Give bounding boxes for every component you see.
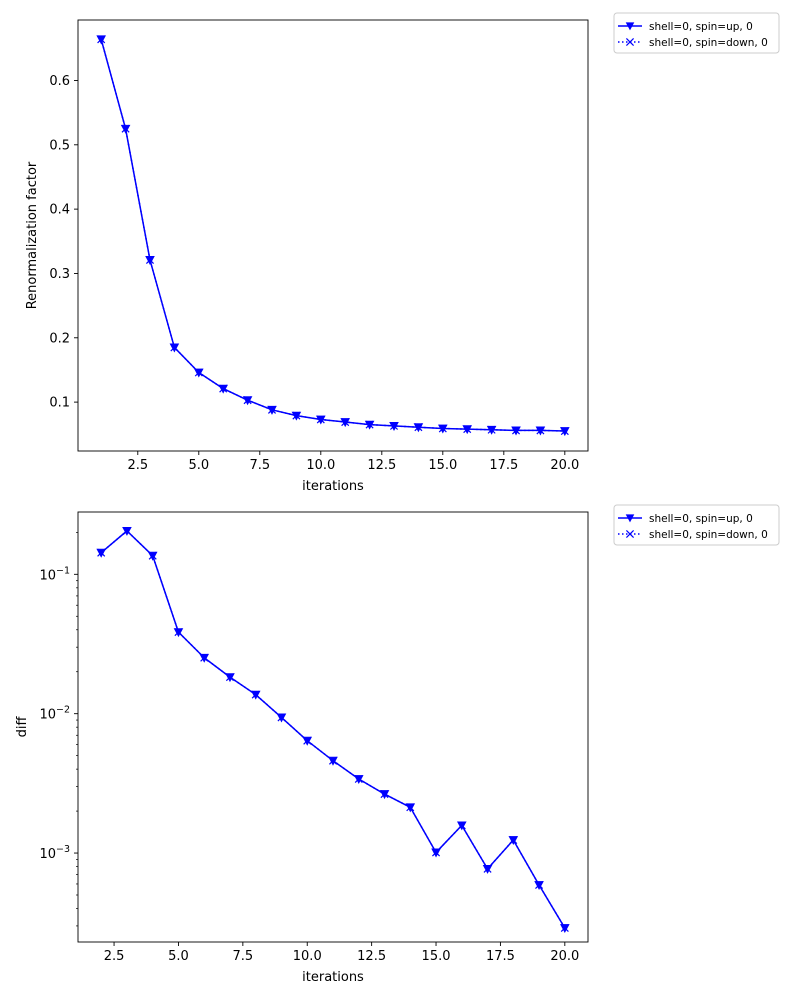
y-tick-label-base: 10 xyxy=(39,568,56,583)
x-axis-label: iterations xyxy=(302,479,364,494)
y-tick-label: 10−1 xyxy=(39,565,70,583)
data-point-spin-up xyxy=(173,628,184,638)
data-point-spin-up xyxy=(122,526,132,536)
x-tick-label: 20.0 xyxy=(550,949,579,964)
y-tick-label: 0.2 xyxy=(49,331,70,346)
data-point-spin-up xyxy=(438,424,448,434)
legend-label: shell=0, spin=up, 0 xyxy=(649,21,753,33)
data-point-spin-up xyxy=(431,848,441,858)
y-tick-label-base: 10 xyxy=(39,708,56,723)
data-point-spin-up xyxy=(276,713,287,723)
x-tick-label: 12.5 xyxy=(357,949,386,964)
data-point-spin-up xyxy=(511,426,521,436)
data-point-spin-up xyxy=(353,775,364,785)
legend-label: shell=0, spin=up, 0 xyxy=(649,513,753,525)
y-tick-label: 0.3 xyxy=(49,267,70,282)
legend-label: shell=0, spin=down, 0 xyxy=(649,529,768,541)
legend-box xyxy=(613,12,780,54)
y-tick-label: 0.5 xyxy=(49,138,70,153)
bottom-plot-diff: 2.5 5.0 7.5 10.0 12.5 15.0 17.5 20.010−310−210−… xyxy=(15,504,780,985)
series-line-spin-up xyxy=(100,39,565,432)
data-point-spin-up xyxy=(193,368,204,378)
x-tick-label: 12.5 xyxy=(367,458,396,473)
data-point-spin-up xyxy=(250,690,261,700)
y-tick-label-exponent: −2 xyxy=(56,705,70,716)
x-tick-label: 15.0 xyxy=(428,458,457,473)
legend-box xyxy=(613,504,780,546)
data-point-spin-up xyxy=(267,405,277,415)
x-tick-label: 7.5 xyxy=(249,458,270,473)
y-axis-label: diff xyxy=(15,716,30,738)
y-tick-label-exponent: −3 xyxy=(56,844,70,855)
legend-label: shell=0, spin=down, 0 xyxy=(649,37,768,49)
y-tick-label: 0.4 xyxy=(49,203,70,218)
data-point-spin-up xyxy=(242,396,253,406)
data-point-spin-up xyxy=(291,411,302,421)
top-plot-renormalization: 2.5 5.0 7.5 10.0 12.5 15.0 17.5 20.0 0.1 0.2 0.3 0.… xyxy=(25,12,780,494)
data-point-spin-up xyxy=(486,425,497,435)
axes-frame xyxy=(77,511,589,943)
y-tick-label: 0.6 xyxy=(49,74,70,89)
data-point-spin-up xyxy=(560,924,570,934)
y-tick-label-exponent: −1 xyxy=(56,565,70,576)
x-tick-label: 5.0 xyxy=(168,949,189,964)
y-tick-label: 10−3 xyxy=(39,844,70,862)
data-point-spin-up xyxy=(169,343,180,353)
data-point-spin-up xyxy=(560,427,570,437)
data-point-spin-up xyxy=(482,864,493,874)
data-point-spin-up xyxy=(534,881,544,891)
data-point-spin-up xyxy=(462,425,473,435)
data-point-spin-up xyxy=(225,673,235,683)
data-point-spin-up xyxy=(147,551,158,561)
x-tick-label: 5.0 xyxy=(188,458,209,473)
x-tick-label: 10.0 xyxy=(306,458,335,473)
data-point-spin-up xyxy=(389,422,399,431)
x-tick-label: 20.0 xyxy=(550,458,579,473)
x-axis-label: iterations xyxy=(302,970,364,985)
x-tick-label: 17.5 xyxy=(486,949,515,964)
data-point-spin-up xyxy=(96,35,106,45)
data-point-spin-up xyxy=(96,548,106,558)
y-tick-label: 10−2 xyxy=(39,705,70,723)
data-point-spin-up xyxy=(315,415,326,425)
x-tick-label: 2.5 xyxy=(104,949,125,964)
y-tick-label-base: 10 xyxy=(39,847,56,862)
legend-marker-x-icon xyxy=(625,37,635,47)
data-point-spin-up xyxy=(199,653,210,663)
x-tick-label: 15.0 xyxy=(422,949,451,964)
data-point-spin-up xyxy=(302,736,313,746)
data-point-spin-up xyxy=(508,836,519,846)
x-tick-label: 10.0 xyxy=(293,949,322,964)
legend-marker-x-icon xyxy=(625,529,635,539)
data-point-spin-up xyxy=(456,821,467,831)
legend: shell=0, spin=up, 0 shell=0, spin=down, 0 xyxy=(613,504,780,546)
data-point-spin-up xyxy=(535,426,546,436)
y-tick-label: 0.1 xyxy=(49,396,70,411)
data-point-spin-up xyxy=(364,420,375,430)
axes-frame xyxy=(77,19,589,452)
data-point-spin-up xyxy=(328,756,338,766)
data-point-spin-up xyxy=(120,124,131,134)
legend-marker-triangle-icon xyxy=(625,514,635,523)
data-point-spin-up xyxy=(405,803,416,813)
data-point-spin-up xyxy=(145,256,155,265)
x-tick-label: 17.5 xyxy=(489,458,518,473)
legend: shell=0, spin=up, 0 shell=0, spin=down, 0 xyxy=(613,12,780,54)
x-tick-label: 7.5 xyxy=(233,949,254,964)
legend-marker-triangle-icon xyxy=(625,22,635,31)
y-axis-label: Renormalization factor xyxy=(25,161,40,309)
data-point-spin-up xyxy=(379,790,390,800)
data-point-spin-up xyxy=(413,423,424,433)
x-tick-label: 2.5 xyxy=(127,458,148,473)
data-point-spin-up xyxy=(340,418,351,428)
data-point-spin-up xyxy=(218,384,228,394)
